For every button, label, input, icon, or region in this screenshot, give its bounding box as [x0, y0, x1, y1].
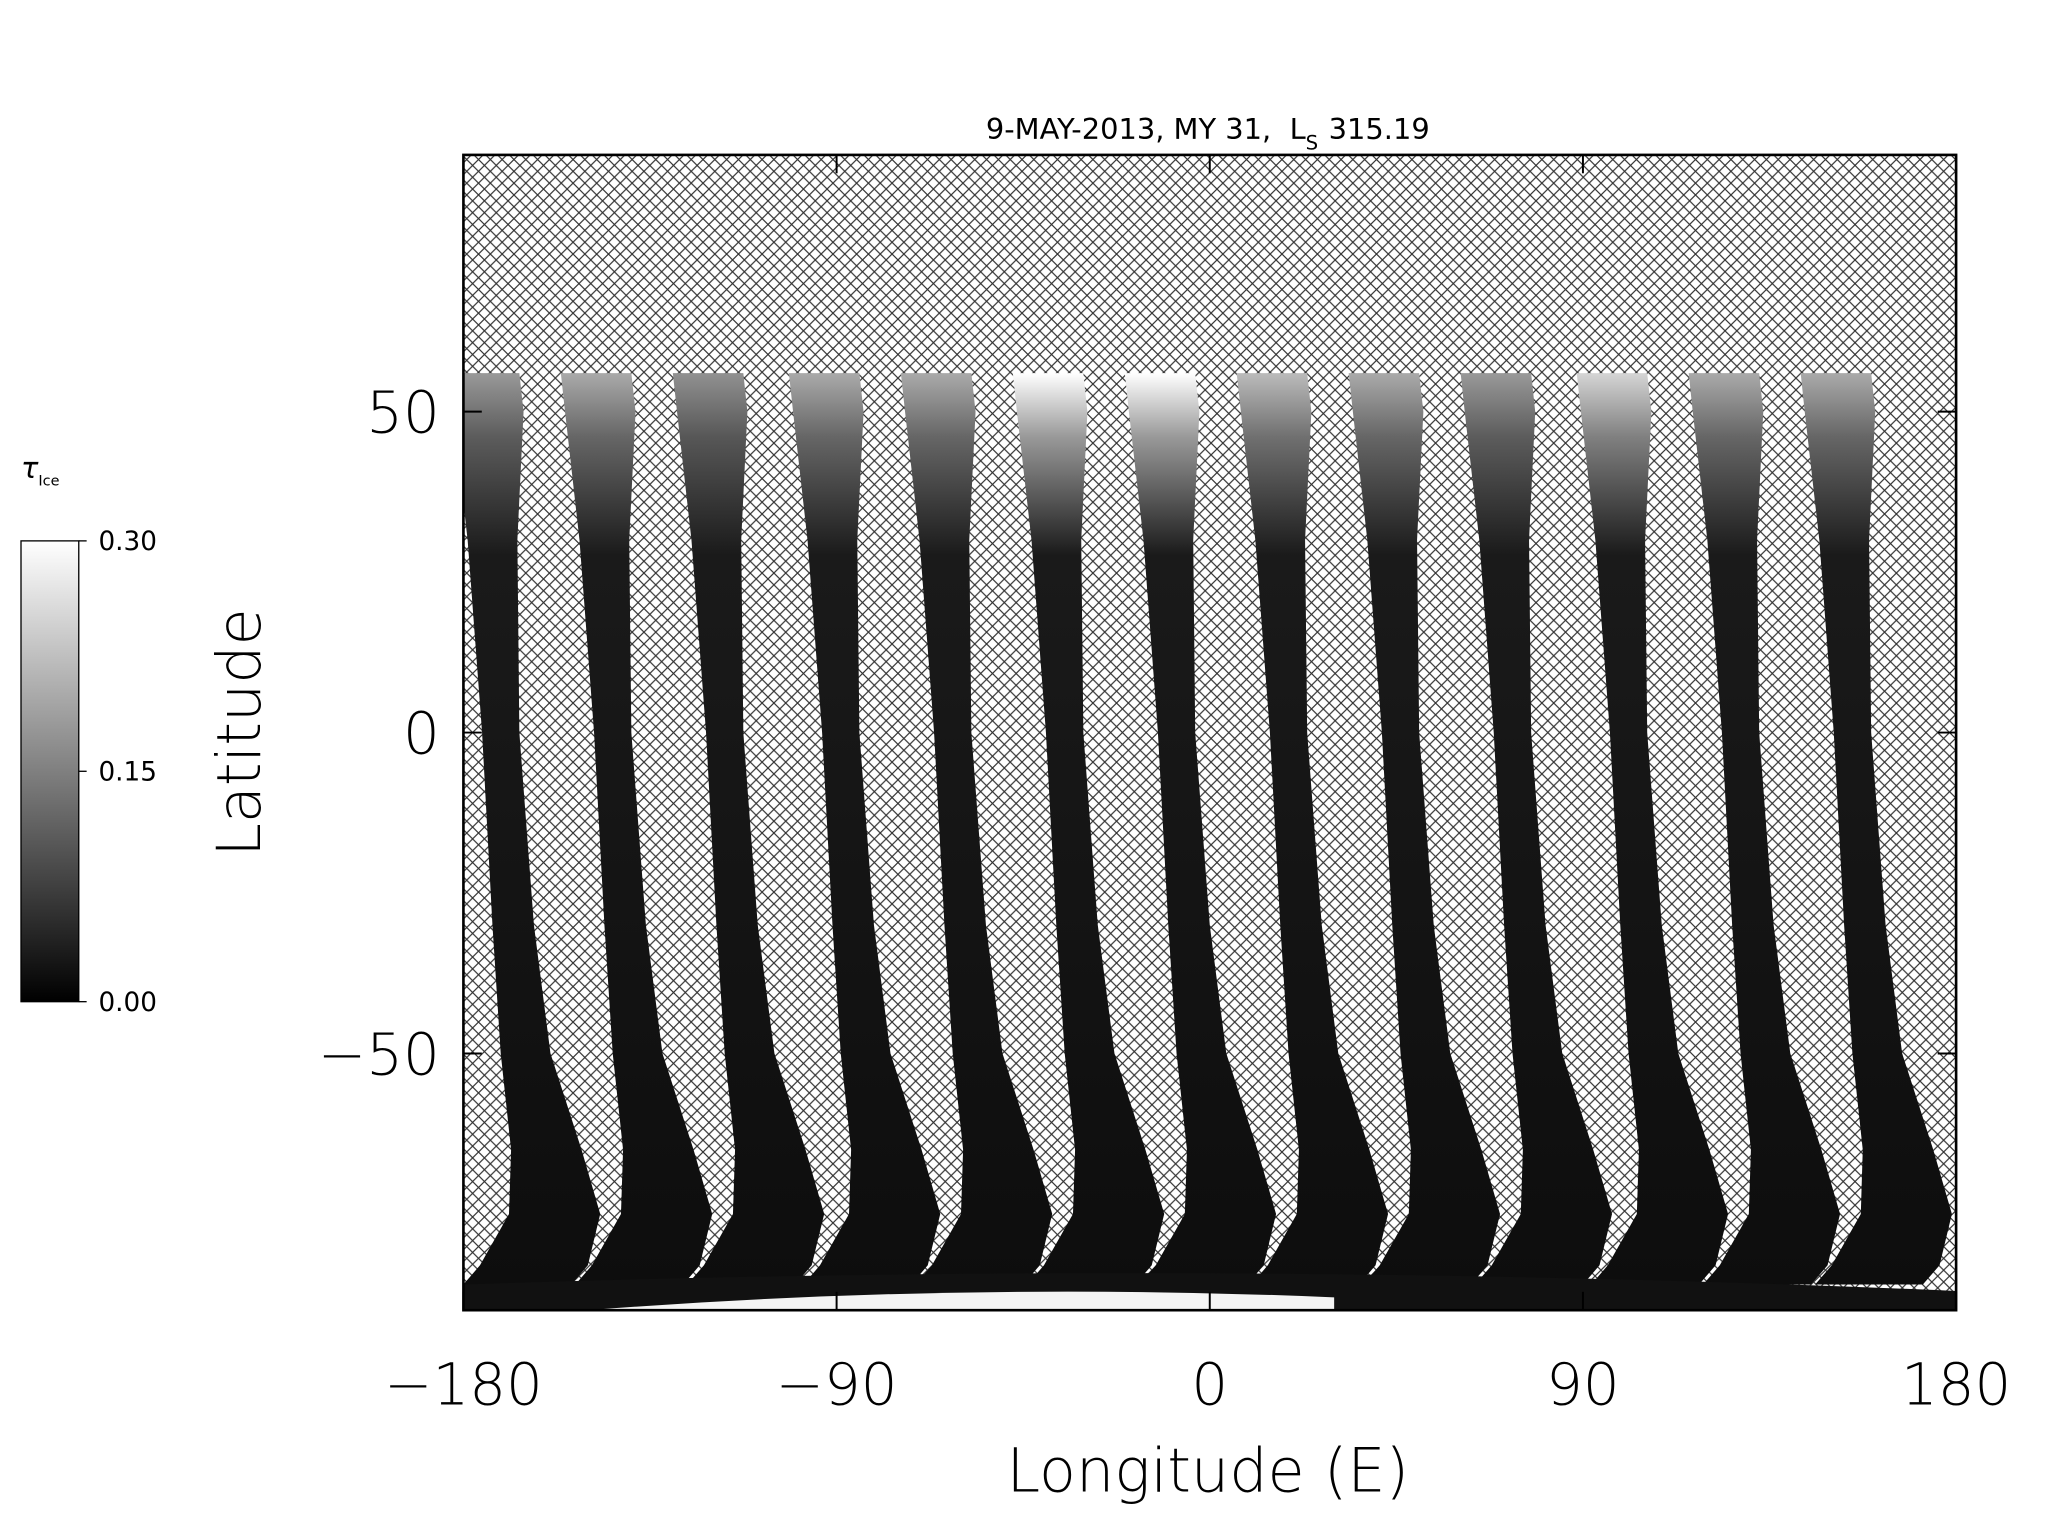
x-tick-label: 180 [1901, 1351, 2011, 1419]
y-tick-label: 0 [403, 700, 440, 768]
swath [1348, 373, 1501, 1285]
swath [1800, 373, 1952, 1285]
swath [1576, 373, 1729, 1285]
y-axis-label: Latitude [205, 608, 275, 857]
colorbar-tick-label: 0.30 [98, 527, 156, 557]
x-tick-label: −180 [384, 1351, 543, 1419]
swath [672, 373, 825, 1285]
x-axis-label: Longitude (E) [1006, 1436, 1409, 1506]
colorbar-label: τIce [21, 451, 60, 490]
swath [900, 373, 1053, 1285]
polar-cap-bright [587, 1291, 1335, 1311]
x-tick-label: −90 [776, 1351, 898, 1419]
swath [1688, 373, 1841, 1285]
swath [1460, 373, 1613, 1285]
swath [1124, 373, 1277, 1285]
swath [463, 373, 601, 1285]
swath [788, 373, 941, 1285]
colorbar-tick-label: 0.15 [98, 757, 156, 787]
y-tick-label: −50 [318, 1020, 440, 1088]
x-tick-label: 0 [1191, 1351, 1228, 1419]
x-tick-label: 90 [1546, 1351, 1620, 1419]
y-tick-label: 50 [366, 379, 440, 447]
swath [1012, 373, 1165, 1285]
colorbar [20, 540, 80, 1003]
chart-title: 9-MAY-2013, MY 31, LS 315.19 [986, 112, 1430, 155]
swath [560, 373, 713, 1285]
colorbar-tick-label: 0.00 [98, 988, 156, 1018]
swath [1236, 373, 1389, 1285]
